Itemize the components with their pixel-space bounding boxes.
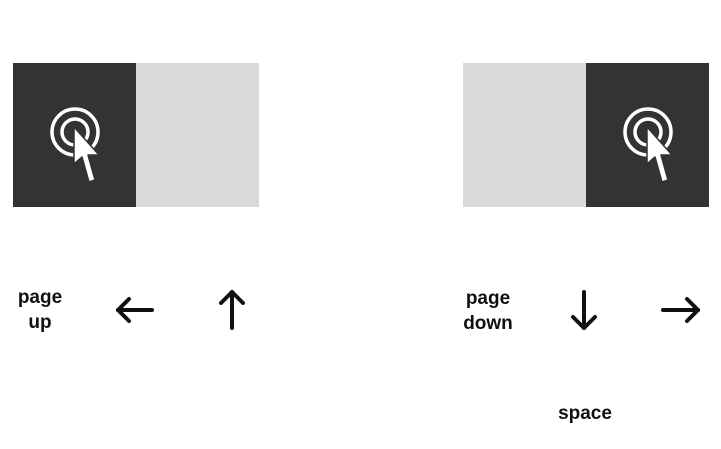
page-down-label-line2: down <box>463 313 513 334</box>
up-arrow-icon[interactable] <box>210 288 254 332</box>
space-label: space <box>558 403 612 424</box>
space-key[interactable]: space <box>545 401 625 426</box>
page-down-label-line1: page <box>465 288 511 309</box>
page-up-key[interactable]: page up <box>10 285 70 335</box>
right-panel-active-half[interactable] <box>586 63 709 207</box>
page-up-label-line1: page <box>17 287 63 308</box>
page-down-key[interactable]: page down <box>453 286 523 336</box>
left-arrow-icon[interactable] <box>112 288 156 332</box>
page-up-label-line2: up <box>28 312 52 333</box>
left-slide-panel <box>13 63 259 207</box>
left-panel-active-half[interactable] <box>13 63 136 207</box>
click-cursor-icon <box>622 105 682 185</box>
down-arrow-icon[interactable] <box>562 288 606 332</box>
left-panel-inactive-half[interactable] <box>136 63 259 207</box>
click-cursor-icon <box>49 105 109 185</box>
right-slide-panel <box>463 63 709 207</box>
right-panel-inactive-half[interactable] <box>463 63 586 207</box>
right-arrow-icon[interactable] <box>660 288 704 332</box>
